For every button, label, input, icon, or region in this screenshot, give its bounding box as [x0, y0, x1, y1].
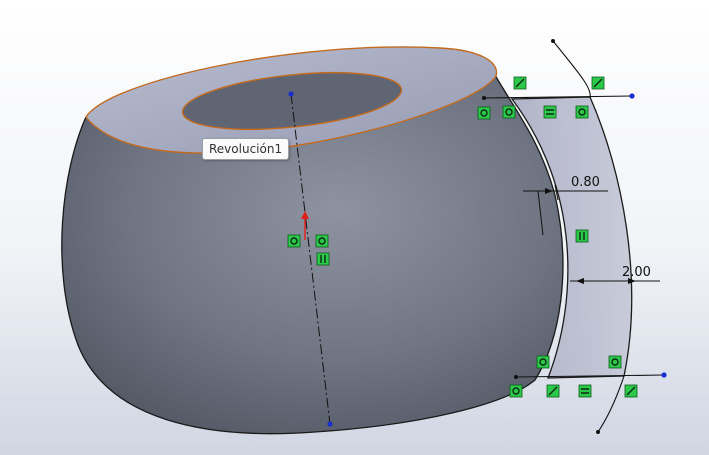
vertical-constraint-icon[interactable]: [575, 229, 589, 243]
sketch-line-bottom[interactable]: [515, 374, 665, 378]
axis-centerline[interactable]: [290, 93, 331, 425]
sketch-point[interactable]: [661, 372, 667, 378]
coincident-icon[interactable]: [502, 105, 516, 119]
coincident-icon[interactable]: [315, 234, 329, 248]
revolved-body[interactable]: [61, 74, 564, 435]
dimension-offset-label[interactable]: 2.00: [622, 265, 651, 280]
fix-constraint-icon[interactable]: [624, 384, 638, 398]
sketch-point[interactable]: [288, 91, 294, 97]
coincident-icon[interactable]: [536, 355, 550, 369]
equal-constraint-icon[interactable]: [578, 384, 592, 398]
construction-arc-lower: [597, 375, 625, 433]
sketch-point[interactable]: [482, 96, 486, 100]
dimension-offset[interactable]: 2.00: [570, 265, 660, 284]
construction-arc: [552, 40, 591, 98]
sketch-point[interactable]: [514, 375, 518, 379]
sketch-point[interactable]: [551, 39, 555, 43]
vertical-constraint-icon[interactable]: [316, 252, 330, 266]
coincident-icon[interactable]: [608, 355, 622, 369]
sketch-point[interactable]: [596, 430, 600, 434]
dimension-thickness-label[interactable]: 0.80: [571, 175, 600, 190]
feature-tooltip: Revolución1: [202, 138, 290, 160]
dimension-thickness[interactable]: 0.80: [523, 175, 608, 236]
coincident-icon[interactable]: [477, 106, 491, 120]
sketch-line-top[interactable]: [483, 95, 633, 99]
coincident-icon[interactable]: [509, 384, 523, 398]
fix-constraint-icon[interactable]: [591, 76, 605, 90]
sketch-point[interactable]: [629, 93, 635, 99]
sketch-point[interactable]: [327, 421, 333, 427]
direction-arrow-icon: [301, 211, 309, 240]
coincident-icon[interactable]: [575, 105, 589, 119]
fix-constraint-icon[interactable]: [546, 384, 560, 398]
equal-constraint-icon[interactable]: [543, 105, 557, 119]
fix-constraint-icon[interactable]: [513, 76, 527, 90]
coincident-icon[interactable]: [287, 234, 301, 248]
